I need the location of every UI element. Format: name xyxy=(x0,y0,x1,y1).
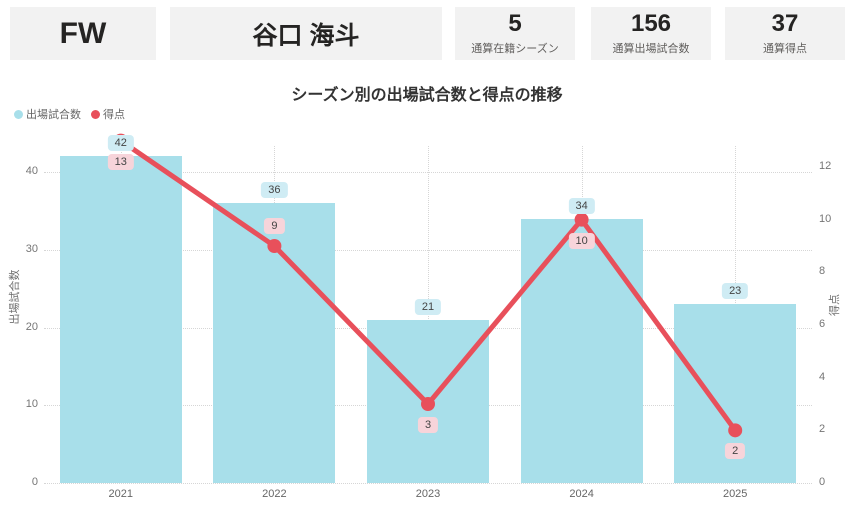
y-axis-right-tick-label: 12 xyxy=(819,160,832,172)
goals-value-label: 10 xyxy=(568,232,595,249)
y-axis-left-tick-label: 30 xyxy=(25,242,38,255)
y-axis-left-tick-label: 10 xyxy=(25,398,38,411)
y-axis-right-tick-label: 10 xyxy=(819,212,832,225)
goals-value-label: 13 xyxy=(107,153,134,170)
y-axis-right-tick-label: 8 xyxy=(819,265,826,278)
appearances-legend-dot-icon xyxy=(14,109,23,119)
appearances-value-label: 34 xyxy=(568,197,595,214)
appearances-value-label: 42 xyxy=(107,135,134,152)
legend-item-goals[interactable]: 得点 xyxy=(91,106,125,122)
y-axis-right-tick-label: 0 xyxy=(819,476,826,488)
appearances-value-label: 23 xyxy=(722,283,749,300)
appearances-value-label: 36 xyxy=(261,182,288,199)
x-axis-label: 2022 xyxy=(262,488,287,500)
legend-item-appearances[interactable]: 出場試合数 xyxy=(14,106,81,122)
goals-value-label: 2 xyxy=(725,443,746,460)
y-axis-left-tick-label: 40 xyxy=(25,165,38,177)
x-axis-label: 2025 xyxy=(722,488,748,500)
player-name-value: 谷口 海斗 xyxy=(252,21,360,50)
kpi-card-player-name[interactable]: 谷口 海斗 xyxy=(170,7,442,60)
kpi-card-total-seasons[interactable]: 5 通算在籍シーズン xyxy=(455,7,575,60)
chart-title: シーズン別の出場試合数と得点の推移 xyxy=(291,87,563,104)
appearances-value-label: 21 xyxy=(414,298,442,315)
y-axis-right-tick-label: 2 xyxy=(819,423,826,436)
total-goals-value: 37 xyxy=(771,10,799,38)
y-axis-right-tick-label: 4 xyxy=(819,370,826,383)
legend: 出場試合数 得点 xyxy=(14,106,125,122)
position-value: FW xyxy=(59,16,107,50)
y-axis-right-title: 得点 xyxy=(829,294,841,316)
y-axis-left-tick-label: 0 xyxy=(31,476,38,488)
kpi-card-total-appearances[interactable]: 156 通算出場試合数 xyxy=(591,7,711,60)
x-axis-label: 2021 xyxy=(108,488,134,500)
y-axis-right-tick-label: 6 xyxy=(819,318,826,330)
kpi-card-position[interactable]: FW xyxy=(10,7,156,60)
total-seasons-label: 通算在籍シーズン xyxy=(471,42,559,55)
total-appearances-value: 156 xyxy=(630,10,672,38)
gridline-horizontal xyxy=(44,483,812,484)
total-appearances-label: 通算出場試合数 xyxy=(612,42,690,55)
y-axis-left-tick-label: 20 xyxy=(25,320,38,333)
appearances-bar[interactable] xyxy=(213,203,336,483)
appearances-bar[interactable] xyxy=(367,319,489,483)
goals-value-label: 3 xyxy=(417,417,439,433)
legend-label-goals: 得点 xyxy=(103,109,125,121)
total-goals-label: 通算得点 xyxy=(763,42,807,55)
legend-label-appearances: 出場試合数 xyxy=(26,109,81,121)
x-axis-label: 2023 xyxy=(415,488,441,500)
y-axis-left-title: 出場試合数 xyxy=(9,269,21,325)
kpi-card-total-goals[interactable]: 37 通算得点 xyxy=(725,7,845,60)
x-axis-label: 2024 xyxy=(569,488,594,500)
goals-value-label: 9 xyxy=(264,218,285,234)
appearances-bar[interactable] xyxy=(59,156,182,483)
appearances-bar[interactable] xyxy=(520,218,643,483)
total-seasons-value: 5 xyxy=(508,10,522,38)
goals-legend-dot-icon xyxy=(91,109,100,119)
